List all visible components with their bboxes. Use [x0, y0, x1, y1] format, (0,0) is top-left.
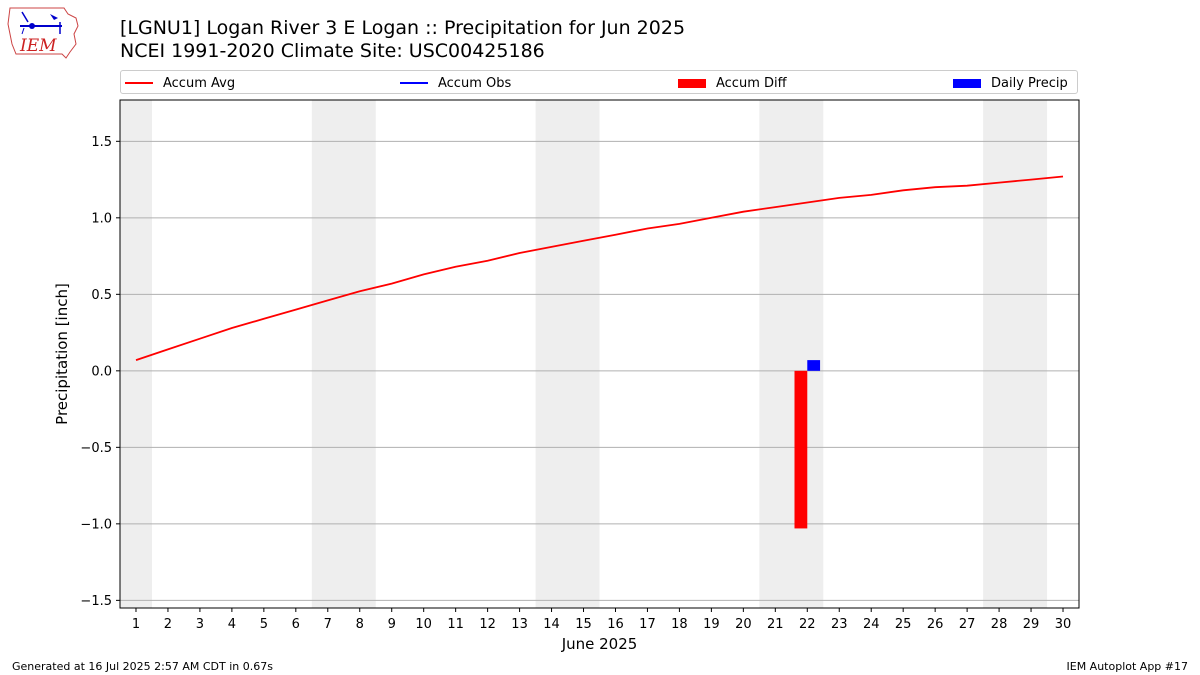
x-tick-label: 20: [735, 617, 752, 632]
legend-swatch-accum-diff: [678, 78, 706, 88]
legend-swatch-daily-precip: [953, 78, 981, 88]
x-tick-label: 17: [639, 617, 656, 632]
weekend-band: [535, 100, 600, 608]
x-tick-label: 7: [324, 617, 332, 632]
x-tick-label: 24: [863, 617, 880, 632]
legend-label-accum-avg: Accum Avg: [163, 75, 236, 91]
y-tick-label: −0.5: [80, 441, 112, 456]
daily-precip-bar: [807, 360, 821, 371]
x-tick-label: 26: [927, 617, 944, 632]
y-tick-label: 0.0: [91, 364, 112, 379]
x-tick-label: 30: [1055, 617, 1072, 632]
plot-frame: [119, 99, 1080, 609]
chart-title: [LGNU1] Logan River 3 E Logan :: Precipi…: [120, 17, 686, 39]
x-tick-label: 8: [356, 617, 364, 632]
x-tick-label: 10: [415, 617, 432, 632]
x-tick-label: 27: [959, 617, 976, 632]
weekend-band: [120, 100, 152, 608]
x-axis-label: June 2025: [561, 635, 638, 653]
accum-diff-bar: [794, 370, 808, 529]
iem-logo: IEM: [6, 4, 82, 60]
iowa-map-icon: IEM: [7, 7, 79, 59]
legend-item-accum-diff: Accum Diff: [678, 74, 787, 92]
x-tick-label: 29: [1023, 617, 1040, 632]
y-axis-label: Precipitation [inch]: [53, 283, 71, 425]
x-tick-label: 5: [260, 617, 268, 632]
y-tick-label: 1.5: [91, 135, 112, 150]
footer-generated: Generated at 16 Jul 2025 2:57 AM CDT in …: [12, 660, 273, 673]
x-tick-label: 28: [991, 617, 1008, 632]
x-tick-label: 21: [767, 617, 784, 632]
y-tick-label: −1.5: [80, 594, 112, 609]
legend-swatch-accum-obs: [400, 82, 428, 84]
legend-label-accum-diff: Accum Diff: [716, 75, 787, 91]
x-tick-label: 25: [895, 617, 912, 632]
x-tick-label: 14: [543, 617, 560, 632]
legend-label-accum-obs: Accum Obs: [438, 75, 512, 91]
x-tick-label: 4: [228, 617, 236, 632]
x-tick-label: 2: [164, 617, 172, 632]
x-tick-label: 9: [388, 617, 396, 632]
chart-subtitle: NCEI 1991-2020 Climate Site: USC00425186: [120, 40, 545, 62]
y-tick-label: 1.0: [91, 211, 112, 226]
y-tick-label: 0.5: [91, 288, 112, 303]
legend-item-accum-avg: Accum Avg: [125, 74, 235, 92]
x-tick-label: 23: [831, 617, 848, 632]
x-tick-label: 16: [607, 617, 624, 632]
x-tick-label: 11: [447, 617, 464, 632]
legend-item-daily-precip: Daily Precip: [953, 74, 1068, 92]
logo-text: IEM: [19, 36, 57, 56]
x-tick-label: 3: [196, 617, 204, 632]
weekend-band: [759, 100, 824, 608]
x-tick-label: 19: [703, 617, 720, 632]
weekend-band: [983, 100, 1048, 608]
x-tick-label: 1: [132, 617, 140, 632]
x-tick-label: 15: [575, 617, 592, 632]
accum-avg-line: [135, 175, 1064, 361]
x-tick-label: 13: [511, 617, 528, 632]
chart-legend: Accum Avg Accum Obs Accum Diff Daily Pre…: [120, 70, 1078, 94]
legend-item-accum-obs: Accum Obs: [400, 74, 511, 92]
legend-label-daily-precip: Daily Precip: [991, 75, 1068, 91]
x-tick-label: 6: [292, 617, 300, 632]
x-tick-label: 22: [799, 617, 816, 632]
x-tick-label: 18: [671, 617, 688, 632]
y-tick-label: −1.0: [80, 517, 112, 532]
weekend-band: [311, 100, 376, 608]
footer-app-id: IEM Autoplot App #17: [1066, 660, 1189, 673]
x-tick-label: 12: [479, 617, 496, 632]
legend-swatch-accum-avg: [125, 82, 153, 84]
